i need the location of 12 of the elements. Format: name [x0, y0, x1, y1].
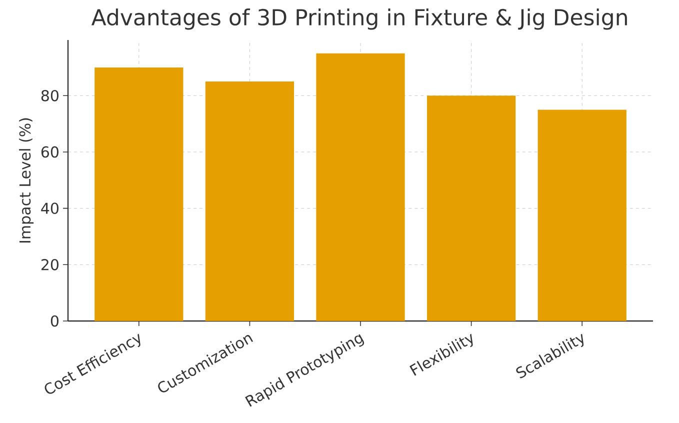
y-axis-title: Impact Level (%): [19, 118, 34, 243]
bar: [94, 67, 184, 321]
chart-title: Advantages of 3D Printing in Fixture & Jig Design: [91, 8, 627, 30]
bar: [538, 110, 626, 321]
bar: [316, 53, 405, 321]
y-tick-label: 40: [41, 202, 58, 214]
y-tick-label: 20: [41, 258, 58, 270]
bar: [205, 82, 294, 321]
y-tick-label: 80: [41, 90, 58, 102]
y-tick-label: 0: [50, 315, 58, 327]
y-tick-label: 60: [41, 146, 58, 158]
bar: [426, 96, 516, 321]
